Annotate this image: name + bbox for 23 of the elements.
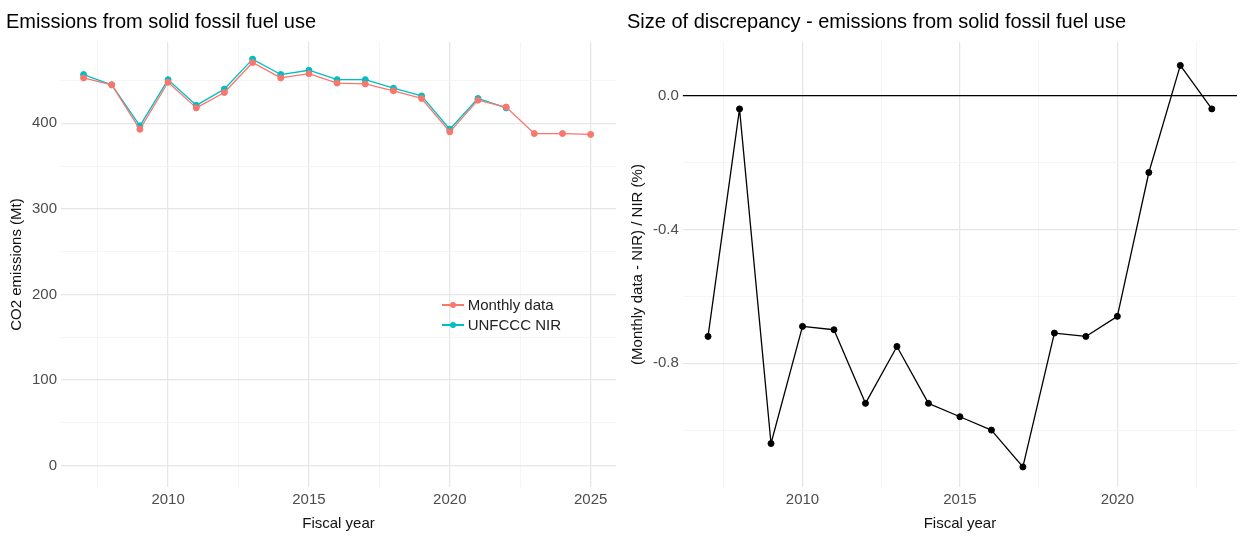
legend-label: UNFCCC NIR: [467, 315, 561, 335]
y-tick-label: -0.4: [652, 219, 679, 237]
x-tick-label: 2010: [151, 490, 185, 508]
y-tick-label: 0.0: [657, 85, 679, 103]
y-tick-label: 0: [48, 455, 58, 473]
x-axis-title: Fiscal year: [302, 514, 375, 532]
y-tick-label: -0.8: [652, 353, 679, 371]
x-axis-title: Fiscal year: [923, 514, 997, 532]
y-axis-title: CO2 emissions (Mt): [7, 198, 25, 331]
x-tick-label: 2025: [573, 490, 608, 508]
x-tick-label: 2020: [433, 490, 467, 508]
y-tick-label: 100: [32, 370, 58, 388]
x-tick-label: 2020: [1100, 490, 1135, 508]
y-axis-title: (Monthly data - NIR) / NIR (%): [628, 164, 646, 365]
x-tick-label: 2010: [785, 490, 820, 508]
y-tick-label: 300: [32, 199, 58, 217]
y-tick-label: 400: [32, 113, 58, 131]
chart-title: Size of discrepancy - emissions from solid fossil fuel use: [627, 9, 1127, 32]
x-tick-label: 2015: [943, 490, 977, 508]
legend-label: Monthly data: [467, 295, 554, 315]
y-tick-label: 200: [32, 284, 58, 302]
chart-title: Emissions from solid fossil fuel use: [6, 9, 317, 32]
x-tick-label: 2015: [292, 490, 326, 508]
